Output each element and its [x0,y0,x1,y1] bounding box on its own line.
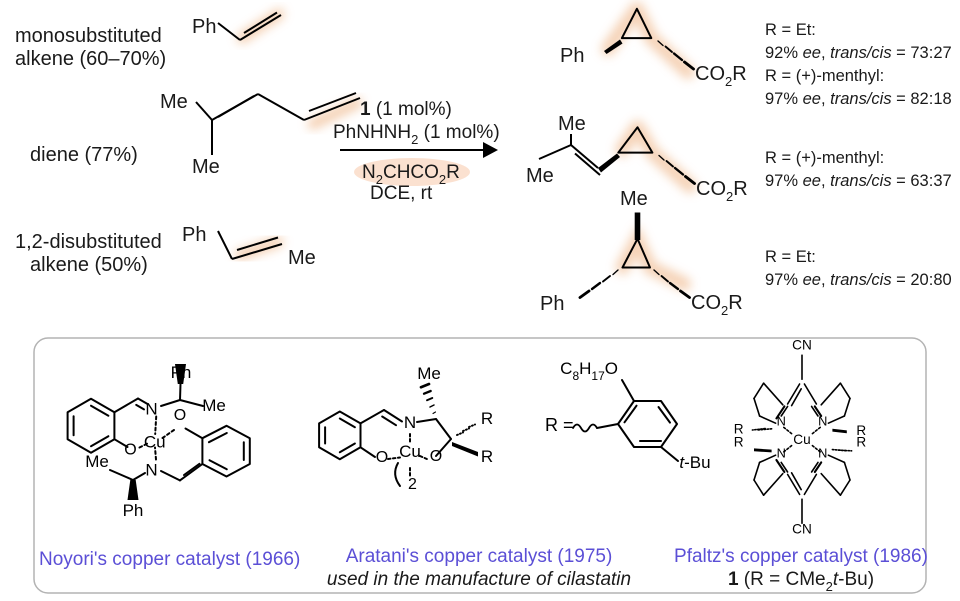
svg-text:alkene (60–70%): alkene (60–70%) [15,48,166,70]
svg-text:Aratani's copper catalyst (197: Aratani's copper catalyst (1975) [346,546,613,567]
svg-text:1,2-disubstituted: 1,2-disubstituted [15,231,162,253]
svg-text:Me: Me [526,165,554,187]
svg-text:used in the manufacture of cil: used in the manufacture of cilastatin [327,569,631,590]
svg-text:R = (+)-menthyl:: R = (+)-menthyl: [765,67,884,85]
svg-text:Me: Me [558,113,586,135]
svg-text:R: R [734,434,744,449]
svg-text:Ph: Ph [560,45,584,67]
svg-text:R: R [481,447,493,466]
svg-text:O: O [174,407,186,424]
svg-text:R = Et:: R = Et: [765,21,816,39]
svg-text:O: O [376,449,388,466]
svg-text:R = Et:: R = Et: [765,248,816,266]
svg-text:Me: Me [192,156,220,178]
svg-text:CN: CN [792,338,812,353]
svg-text:alkene (50%): alkene (50%) [30,254,148,276]
svg-text:CN: CN [792,522,812,537]
svg-text:N: N [145,400,157,419]
svg-text:Cu: Cu [399,442,421,461]
svg-text:2: 2 [408,476,417,493]
svg-text:92% ee, trans/cis = 73:27: 92% ee, trans/cis = 73:27 [765,44,952,62]
svg-text:monosubstituted: monosubstituted [15,25,162,47]
svg-text:Cu: Cu [793,432,810,447]
svg-text:Ph: Ph [182,224,206,246]
svg-text:97% ee, trans/cis = 82:18: 97% ee, trans/cis = 82:18 [765,90,952,108]
svg-text:PhNHNH2 (1 mol%): PhNHNH2 (1 mol%) [333,122,500,147]
svg-text:N: N [818,414,827,429]
svg-text:CO2R: CO2R [695,63,747,89]
svg-text:Me: Me [620,188,648,210]
svg-text:97% ee, trans/cis = 63:37: 97% ee, trans/cis = 63:37 [765,172,952,190]
svg-text:DCE, rt: DCE, rt [370,183,433,204]
svg-text:Ph: Ph [540,293,564,315]
svg-text:Pfaltz's copper catalyst (1986: Pfaltz's copper catalyst (1986) [674,546,928,567]
svg-text:1 (1 mol%): 1 (1 mol%) [360,99,452,120]
svg-text:N: N [145,461,157,480]
svg-text:Me: Me [160,91,188,113]
svg-text:N: N [404,413,416,432]
svg-text:R = (+)-menthyl:: R = (+)-menthyl: [765,149,884,167]
svg-text:Ph: Ph [192,16,216,38]
svg-text:diene (77%): diene (77%) [30,144,138,166]
svg-text:N: N [818,446,827,461]
svg-text:Cu: Cu [144,433,166,452]
svg-text:O: O [124,442,136,459]
svg-text:Ph: Ph [123,501,144,520]
svg-text:t-Bu: t-Bu [679,453,710,472]
svg-text:Me: Me [417,364,441,383]
svg-text:R =: R = [545,415,574,435]
svg-text:Me: Me [288,247,316,269]
svg-text:Ph: Ph [171,363,192,382]
svg-text:97% ee, trans/cis = 20:80: 97% ee, trans/cis = 20:80 [765,271,952,289]
svg-text:R: R [481,409,493,428]
svg-text:R: R [856,434,866,449]
svg-text:CO2R: CO2R [691,292,743,318]
svg-text:Me: Me [85,452,109,471]
svg-text:N: N [777,446,786,461]
svg-text:Me: Me [202,396,226,415]
svg-text:Noyori's copper catalyst (1966: Noyori's copper catalyst (1966) [39,549,300,570]
svg-text:CO2R: CO2R [696,178,748,204]
